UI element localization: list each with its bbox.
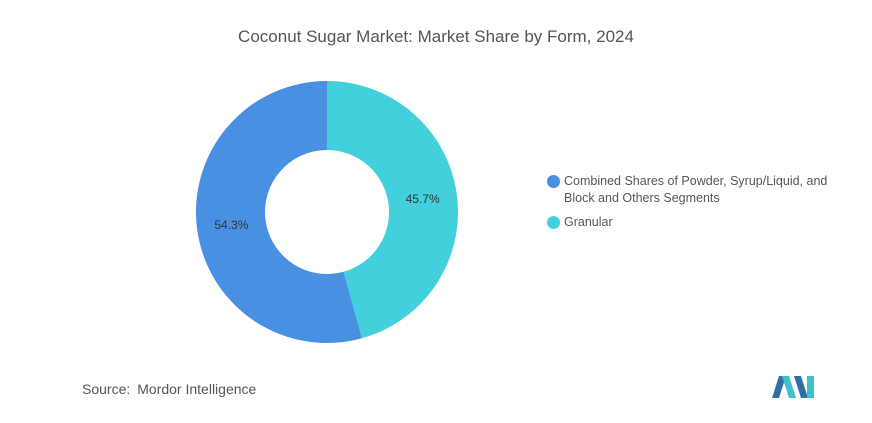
mordor-intelligence-logo: [772, 376, 814, 398]
logo-mid-stroke: [782, 376, 796, 398]
donut-slice-granular: [327, 81, 459, 339]
slice-label-granular: 45.7%: [406, 192, 440, 206]
legend-label-combined: Combined Shares of Powder, Syrup/Liquid,…: [564, 174, 828, 205]
logo-left-stroke: [772, 376, 786, 398]
legend-swatch-granular: [547, 216, 560, 229]
legend-item-combined: Combined Shares of Powder, Syrup/Liquid,…: [547, 173, 847, 207]
donut-slices: [196, 81, 459, 343]
chart-title: Coconut Sugar Market: Market Share by Fo…: [238, 27, 634, 46]
source-note: Source: Mordor Intelligence: [82, 381, 256, 397]
slice-labels: 45.7% 54.3%: [214, 192, 440, 232]
donut-slice-combined: [196, 81, 362, 343]
legend-swatch-combined: [547, 175, 560, 188]
source-label: Source:: [82, 381, 131, 397]
legend-label-granular: Granular: [564, 215, 613, 229]
logo-right-stroke-b: [807, 376, 814, 398]
logo-right-stroke-a: [794, 376, 808, 398]
chart-legend: Combined Shares of Powder, Syrup/Liquid,…: [547, 173, 847, 238]
slice-label-combined: 54.3%: [214, 218, 248, 232]
legend-item-granular: Granular: [547, 214, 847, 231]
source-text: Mordor Intelligence: [137, 381, 257, 397]
